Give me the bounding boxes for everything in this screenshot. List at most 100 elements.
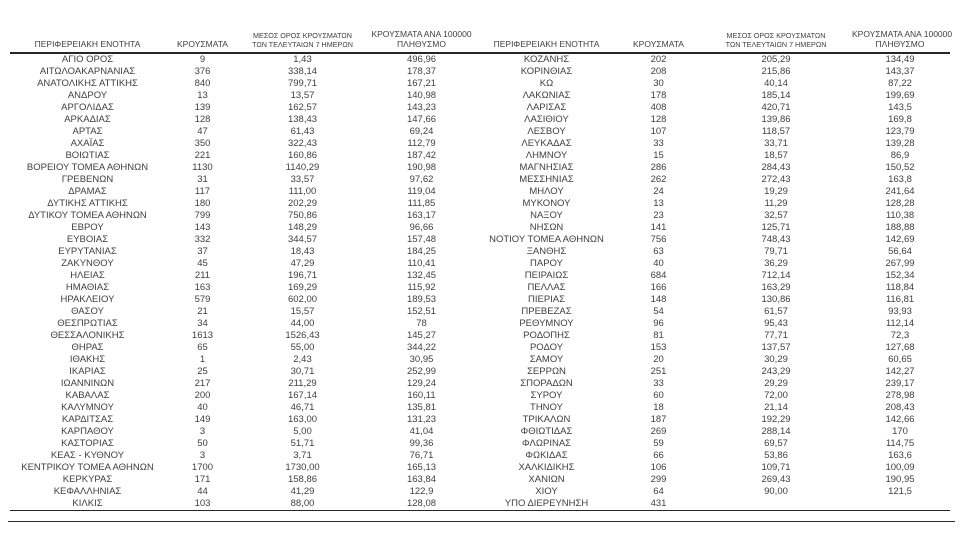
- cell-value: 163,00: [287, 414, 318, 425]
- cell-region: ΘΑΣΟΥ: [71, 306, 104, 317]
- table-row: ΙΚΑΡΙΑΣ 25 30,71 252,99: [10, 366, 478, 378]
- cases-table-left: ΠΕΡΙΦΕΡΕΙΑΚΗ ΕΝΟΤΗΤΑ ΚΡΟΥΣΜΑΤΑ ΜΕΣΟΣ ΟΡΟ…: [10, 21, 478, 511]
- cell-value: 171: [194, 474, 211, 485]
- cell-value: 167,21: [406, 78, 437, 89]
- cell-value: 184,25: [406, 246, 437, 257]
- cell-value: 135,81: [406, 402, 437, 413]
- cell-value: 163,84: [406, 474, 437, 485]
- table-row: ΕΥΒΟΙΑΣ 332 344,57 157,48: [10, 234, 478, 246]
- cell-value: 40: [653, 258, 664, 269]
- table-header-left: ΠΕΡΙΦΕΡΕΙΑΚΗ ΕΝΟΤΗΤΑ ΚΡΟΥΣΜΑΤΑ ΜΕΣΟΣ ΟΡΟ…: [10, 21, 478, 53]
- cell-value: 65: [197, 342, 208, 353]
- cell-value: 20: [653, 354, 664, 365]
- table-row: ΛΕΥΚΑΔΑΣ 33 33,71 139,28: [478, 138, 950, 150]
- table-row: ΒΟΙΩΤΙΑΣ 221 160,86 187,42: [10, 150, 478, 162]
- cell-region: ΕΥΒΟΙΑΣ: [66, 234, 109, 245]
- cell-value: 756: [650, 234, 667, 245]
- cell-value: 196,71: [287, 270, 318, 281]
- table-row: ΜΥΚΟΝΟΥ 13 11,29 128,28: [478, 198, 950, 210]
- cell-value: 165,13: [406, 462, 437, 473]
- cell-region: ΦΩΚΙΔΑΣ: [525, 450, 568, 461]
- cell-value: 30: [653, 78, 664, 89]
- cell-value: 748,43: [761, 234, 791, 245]
- cell-value: 109,71: [761, 462, 791, 473]
- cell-value: 141: [650, 222, 667, 233]
- cell-value: 322,43: [287, 138, 318, 149]
- table-row: ΠΕΙΡΑΙΩΣ 684 712,14 152,34: [478, 270, 950, 282]
- cell-value: 36,29: [764, 258, 788, 269]
- cell-value: 142,27: [885, 366, 915, 377]
- column-header-cases: ΚΡΟΥΣΜΑΤΑ: [165, 21, 240, 53]
- cell-value: 90,00: [764, 486, 788, 497]
- cases-table-right: ΠΕΡΙΦΕΡΕΙΑΚΗ ΕΝΟΤΗΤΑ ΚΡΟΥΣΜΑΤΑ ΜΕΣΟΣ ΟΡΟ…: [478, 21, 952, 511]
- cell-value: 111,85: [407, 198, 436, 209]
- cell-value: 5,00: [293, 426, 312, 437]
- cell-region: ΚΕΡΚΥΡΑΣ: [62, 474, 113, 485]
- cell-value: 152,51: [406, 306, 437, 317]
- cell-value: 33,71: [764, 138, 788, 149]
- cell-value: 30,95: [409, 354, 434, 365]
- column-header-per-100k: ΚΡΟΥΣΜΑΤΑ ΑΝΑ 100000 ΠΛΗΘΥΣΜΟ: [850, 21, 952, 53]
- table-body-right: ΚΟΖΑΝΗΣ 202 205,29 134,49 ΚΟΡΙΝΘΙΑΣ 208 215,86…: [478, 53, 950, 511]
- cell-region: ΒΟΙΩΤΙΑΣ: [65, 150, 110, 161]
- table-row: ΚΑΡΠΑΘΟΥ 3 5,00 41,04: [10, 426, 478, 438]
- table-row: ΚΑΣΤΟΡΙΑΣ 50 51,71 99,36: [10, 438, 478, 450]
- cell-value: 128: [650, 114, 667, 125]
- cell-value: 286: [650, 162, 667, 173]
- cell-value: 47,29: [290, 258, 315, 269]
- cell-value: 24: [653, 186, 664, 197]
- cell-region: ΚΟΖΑΝΗΣ: [523, 54, 570, 65]
- cell-value: 143,37: [885, 66, 915, 77]
- cell-region: ΚΩ: [539, 78, 554, 89]
- cell-value: 78: [416, 318, 427, 329]
- cell-value: 112,14: [885, 318, 915, 329]
- table-row: ΦΛΩΡΙΝΑΣ 59 69,57 114,75: [478, 438, 950, 450]
- table-header-right: ΠΕΡΙΦΕΡΕΙΑΚΗ ΕΝΟΤΗΤΑ ΚΡΟΥΣΜΑΤΑ ΜΕΣΟΣ ΟΡΟ…: [478, 21, 952, 53]
- table-row: ΝΟΤΙΟΥ ΤΟΜΕΑ ΑΘΗΝΩΝ 756 748,43 142,69: [478, 234, 950, 246]
- cell-region: ΧΑΛΚΙΔΙΚΗΣ: [518, 462, 575, 473]
- cell-value: 64: [653, 486, 664, 497]
- cell-value: 200: [194, 390, 211, 401]
- cell-value: 128: [194, 114, 211, 125]
- cell-value: 139,28: [885, 138, 915, 149]
- cell-region: ΚΕΦΑΛΛΗΝΙΑΣ: [53, 486, 122, 497]
- cell-value: 41,29: [290, 486, 315, 497]
- table-body-left: ΑΓΙΟ ΟΡΟΣ 9 1,43 496,96 ΑΙΤΩΛΟΑΚΑΡΝΑΝΙΑΣ 376 3…: [10, 53, 478, 511]
- cell-value: 77,71: [764, 330, 788, 341]
- cell-value: 190,98: [406, 162, 437, 173]
- cell-value: 272,43: [761, 174, 791, 185]
- table-row: ΛΑΚΩΝΙΑΣ 178 185,14 199,69: [478, 90, 950, 102]
- cell-value: 116,81: [885, 294, 915, 305]
- table-row: ΤΗΝΟΥ 18 21,14 208,43: [478, 402, 950, 414]
- cell-value: 139: [194, 102, 211, 113]
- cell-value: 1526,43: [285, 330, 320, 341]
- cell-value: 376: [194, 66, 211, 77]
- cell-value: 217: [194, 378, 211, 389]
- column-header-label: ΚΡΟΥΣΜΑΤΑ: [177, 38, 228, 49]
- cell-value: 202: [650, 54, 667, 65]
- table-row: ΜΕΣΣΗΝΙΑΣ 262 272,43 163,8: [478, 174, 950, 186]
- cell-region: ΝΑΞΟΥ: [530, 210, 563, 221]
- cell-region: ΠΡΕΒΕΖΑΣ: [521, 306, 572, 317]
- cell-value: 1730,00: [285, 462, 320, 473]
- table-row: ΠΡΕΒΕΖΑΣ 54 61,57 93,93: [478, 306, 950, 318]
- cell-value: 87,22: [888, 78, 912, 89]
- table-row: ΡΟΔΟΥ 153 137,57 127,68: [478, 342, 950, 354]
- cell-value: 18,57: [764, 150, 788, 161]
- cell-region: ΖΑΚΥΝΘΟΥ: [61, 258, 114, 269]
- table-row: ΔΥΤΙΚΟΥ ΤΟΜΕΑ ΑΘΗΝΩΝ 799 750,86 163,17: [10, 210, 478, 222]
- cell-value: 202,29: [287, 198, 318, 209]
- cell-value: 148: [650, 294, 667, 305]
- cell-value: 63: [653, 246, 664, 257]
- table-row: ΡΕΘΥΜΝΟΥ 96 95,43 112,14: [478, 318, 950, 330]
- cell-value: 107: [650, 126, 667, 137]
- cell-value: 122,9: [409, 486, 434, 497]
- table-row: ΧΙΟΥ 64 90,00 121,5: [478, 486, 950, 498]
- cell-value: 163,17: [406, 210, 437, 221]
- cell-value: 76,71: [409, 450, 434, 461]
- cell-value: 149: [194, 414, 211, 425]
- cell-region: ΥΠΟ ΔΙΕΡΕΥΝΗΣΗ: [504, 498, 589, 509]
- column-header-label: ΚΡΟΥΣΜΑΤΑ: [633, 38, 684, 49]
- header-row: ΠΕΡΙΦΕΡΕΙΑΚΗ ΕΝΟΤΗΤΑ ΚΡΟΥΣΜΑΤΑ ΜΕΣΟΣ ΟΡΟ…: [478, 21, 952, 53]
- cell-value: 41,04: [409, 426, 434, 437]
